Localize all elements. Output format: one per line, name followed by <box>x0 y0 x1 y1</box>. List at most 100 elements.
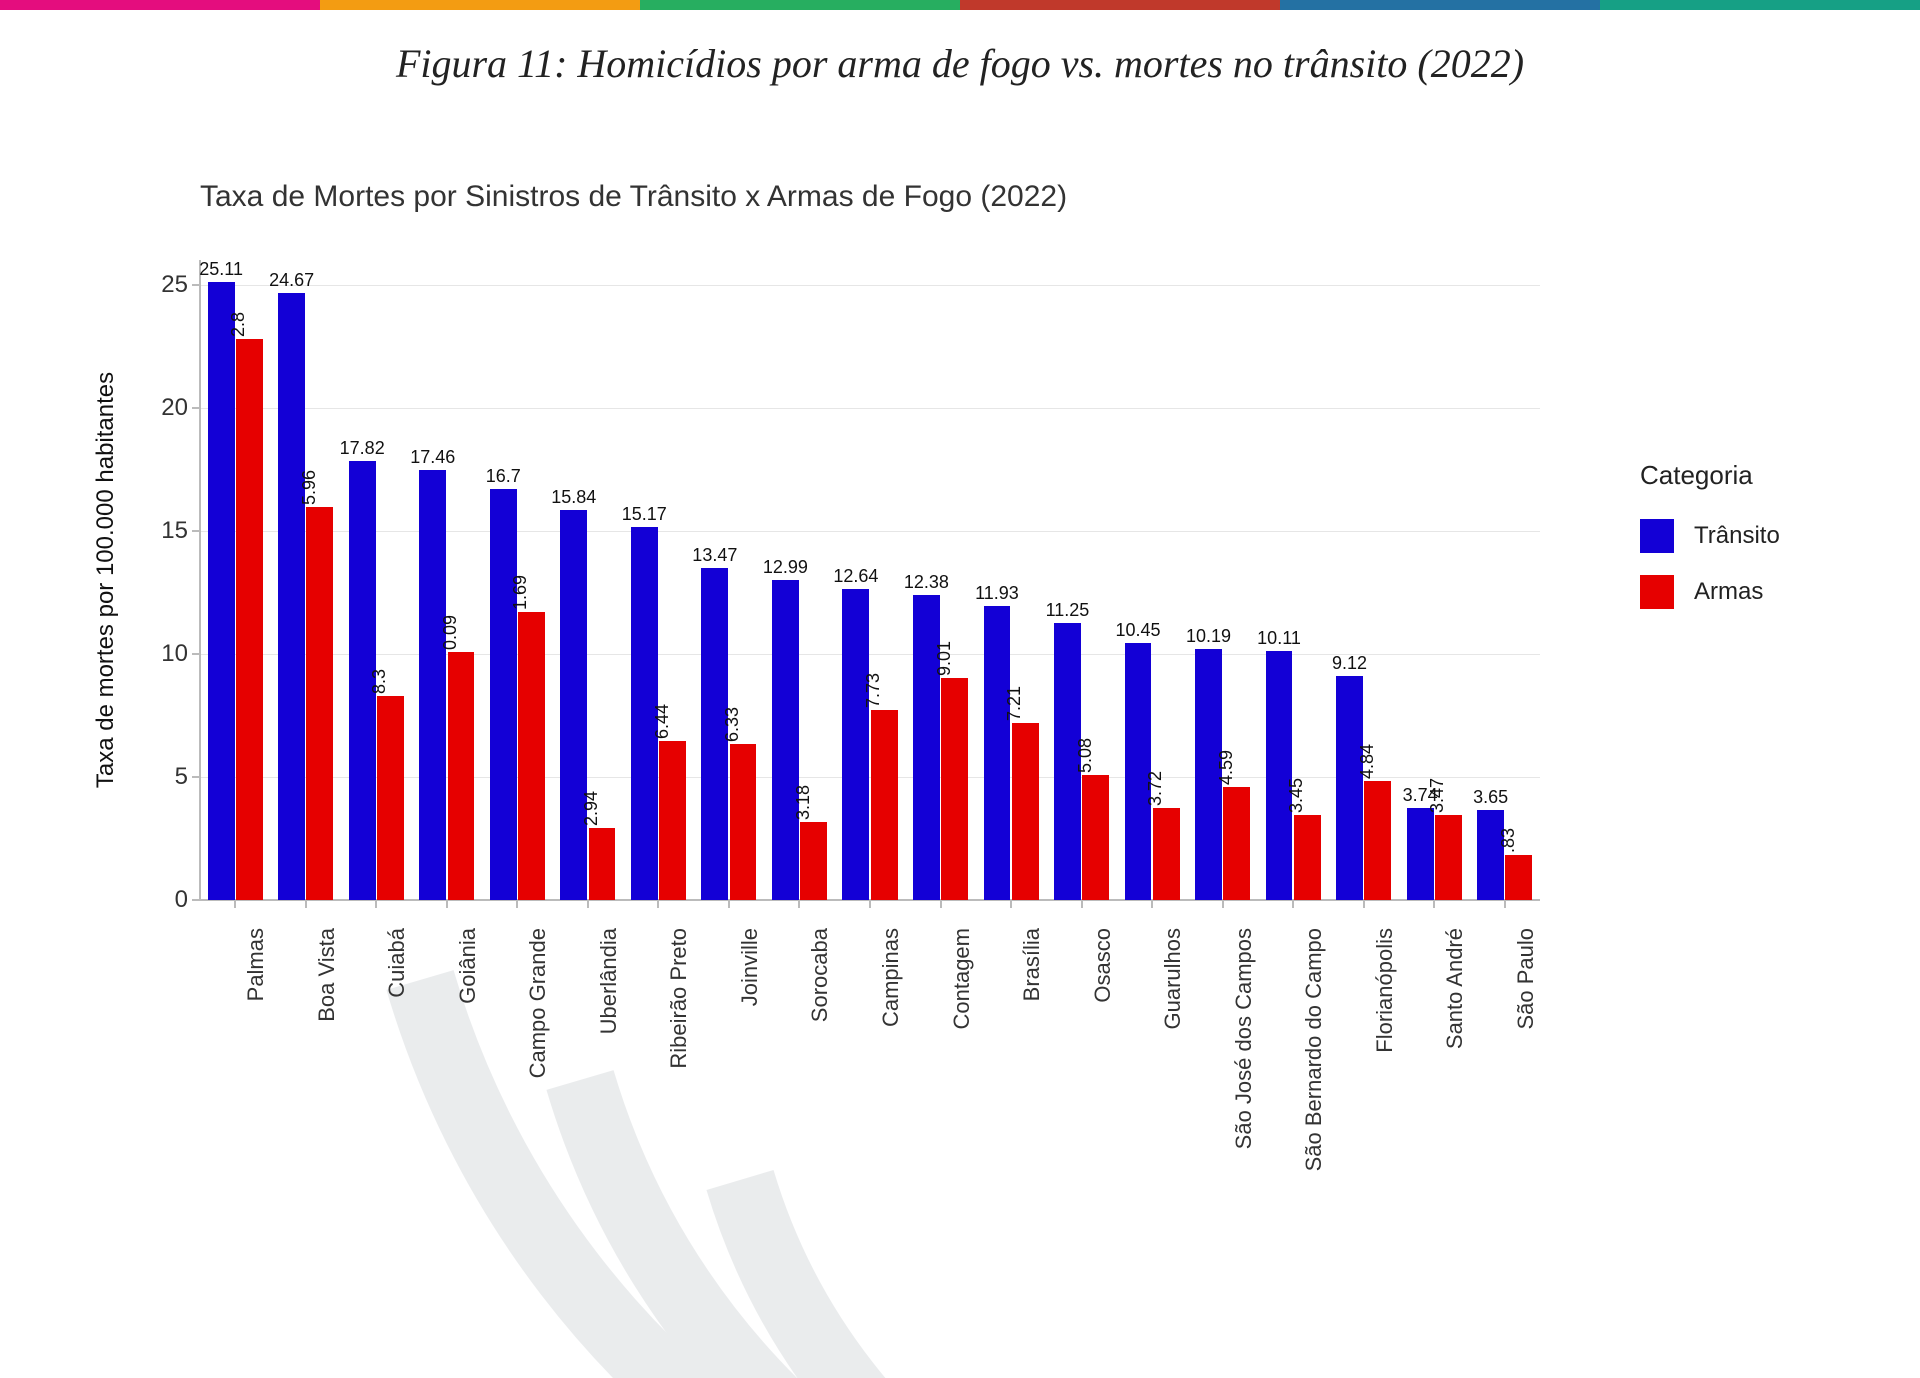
bar-value-label: 10.45 <box>1115 620 1160 641</box>
bar: 1.69 <box>518 612 545 900</box>
x-tick-label: Osasco <box>1090 928 1116 1003</box>
bar: 10.11 <box>1266 651 1293 900</box>
bar-value-label: 5.08 <box>1075 738 1096 773</box>
bar-value-label: 2.8 <box>228 312 249 337</box>
legend-title: Categoria <box>1640 460 1780 491</box>
x-tick-label: São José dos Campos <box>1231 928 1257 1149</box>
bar: 4.59 <box>1223 787 1250 900</box>
figure-title: Figura 11: Homicídios por arma de fogo v… <box>0 40 1920 87</box>
bar-value-label: 11.93 <box>975 583 1019 604</box>
top-color-stripe <box>0 0 1920 10</box>
bar: 0.09 <box>448 652 475 900</box>
x-tick-mark <box>940 900 942 908</box>
legend-swatch <box>1640 519 1674 553</box>
x-tick-mark <box>446 900 448 908</box>
x-tick-mark <box>1433 900 1435 908</box>
legend: Categoria Trânsito Armas <box>1640 460 1780 631</box>
bar-value-label: 25.11 <box>199 259 243 280</box>
bar-value-label: .83 <box>1498 828 1519 853</box>
bar: 2.8 <box>236 339 263 900</box>
x-tick-mark <box>657 900 659 908</box>
bar-value-label: 12.64 <box>833 566 878 587</box>
x-tick-mark <box>1081 900 1083 908</box>
bar-value-label: 12.99 <box>763 557 808 578</box>
x-tick-mark <box>234 900 236 908</box>
bar: 4.84 <box>1364 781 1391 900</box>
bar-value-label: 17.46 <box>410 447 455 468</box>
bar: 3.47 <box>1435 815 1462 900</box>
bar: 2.94 <box>589 828 616 900</box>
x-tick-label: Ribeirão Preto <box>666 928 692 1069</box>
bar-value-label: 8.3 <box>369 669 390 694</box>
bar-value-label: 13.47 <box>692 545 737 566</box>
bar-value-label: 5.96 <box>299 470 320 505</box>
bar-value-label: 9.12 <box>1332 653 1367 674</box>
bar: 6.33 <box>730 744 757 900</box>
bar: 3.74 <box>1407 808 1434 900</box>
legend-label: Trânsito <box>1694 522 1780 550</box>
bar-value-label: 4.84 <box>1357 744 1378 779</box>
x-tick-label: Campo Grande <box>525 928 551 1078</box>
bar: 24.67 <box>278 293 305 900</box>
x-tick-mark <box>305 900 307 908</box>
bar-value-label: 3.18 <box>793 785 814 820</box>
bar: 9.01 <box>941 678 968 900</box>
x-tick-label: Santo André <box>1442 928 1468 1049</box>
x-tick-label: Brasília <box>1019 928 1045 1001</box>
x-tick-mark <box>798 900 800 908</box>
bar-value-label: 7.73 <box>863 673 884 708</box>
x-tick-mark <box>375 900 377 908</box>
bar: 8.3 <box>377 696 404 900</box>
x-tick-mark <box>869 900 871 908</box>
bar: 3.45 <box>1294 815 1321 900</box>
x-tick-mark <box>1010 900 1012 908</box>
bar-value-label: 3.65 <box>1473 787 1508 808</box>
bar-value-label: 3.47 <box>1427 778 1448 813</box>
x-tick-label: São Paulo <box>1513 928 1539 1030</box>
x-tick-label: Palmas <box>243 928 269 1001</box>
bar: 6.44 <box>659 741 686 900</box>
x-tick-label: Uberlândia <box>596 928 622 1034</box>
bar-value-label: 7.21 <box>1004 685 1025 720</box>
legend-label: Armas <box>1694 578 1763 606</box>
bar-value-label: 17.82 <box>340 438 385 459</box>
bar-value-label: 6.33 <box>722 707 743 742</box>
bar: 12.99 <box>772 580 799 900</box>
bar: 7.21 <box>1012 723 1039 900</box>
bar: 5.96 <box>306 507 333 900</box>
bar: 5.08 <box>1082 775 1109 900</box>
bar: 12.64 <box>842 589 869 900</box>
bar-value-label: 4.59 <box>1216 750 1237 785</box>
bar: 7.73 <box>871 710 898 900</box>
y-axis-title: Taxa de mortes por 100.000 habitantes <box>92 372 120 788</box>
legend-item: Armas <box>1640 575 1780 609</box>
x-tick-mark <box>1363 900 1365 908</box>
bar-value-label: 1.69 <box>510 575 531 610</box>
bar-value-label: 10.11 <box>1257 628 1301 649</box>
x-tick-mark <box>516 900 518 908</box>
bar: 11.93 <box>984 606 1011 900</box>
x-tick-label: Sorocaba <box>807 928 833 1022</box>
bar-value-label: 15.84 <box>551 487 596 508</box>
chart-title: Taxa de Mortes por Sinistros de Trânsito… <box>200 180 1067 214</box>
bar-value-label: 10.19 <box>1186 626 1231 647</box>
bar-value-label: 12.38 <box>904 572 949 593</box>
bar-value-label: 3.72 <box>1145 771 1166 806</box>
x-tick-mark <box>1151 900 1153 908</box>
x-tick-label: São Bernardo do Campo <box>1301 928 1327 1171</box>
x-tick-mark <box>1222 900 1224 908</box>
bar: 17.46 <box>419 470 446 900</box>
bar-value-label: 16.7 <box>486 466 521 487</box>
bar: 3.72 <box>1153 808 1180 900</box>
bar: 15.84 <box>560 510 587 900</box>
x-tick-label: Guarulhos <box>1160 928 1186 1030</box>
bars-layer: 25.112.824.675.9617.828.317.460.0916.71.… <box>200 260 1540 900</box>
bar-value-label: 6.44 <box>652 704 673 739</box>
x-tick-mark <box>728 900 730 908</box>
bar-value-label: 0.09 <box>440 615 461 650</box>
bar-value-label: 11.25 <box>1046 600 1090 621</box>
x-tick-label: Florianópolis <box>1372 928 1398 1053</box>
bar-value-label: 9.01 <box>934 641 955 676</box>
bar: 3.65 <box>1477 810 1504 900</box>
x-tick-mark <box>587 900 589 908</box>
